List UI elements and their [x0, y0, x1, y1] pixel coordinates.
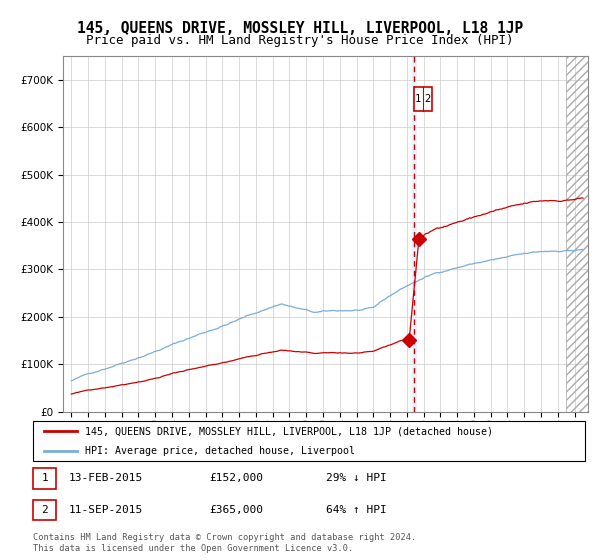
Bar [33, 468, 56, 489]
Text: 145, QUEENS DRIVE, MOSSLEY HILL, LIVERPOOL, L18 1JP: 145, QUEENS DRIVE, MOSSLEY HILL, LIVERPO… [77, 21, 523, 36]
Text: HPI: Average price, detached house, Liverpool: HPI: Average price, detached house, Live… [85, 446, 355, 456]
Text: 1: 1 [41, 473, 48, 483]
Text: 13-FEB-2015: 13-FEB-2015 [69, 473, 143, 483]
Text: 64% ↑ HPI: 64% ↑ HPI [326, 505, 386, 515]
Text: 11-SEP-2015: 11-SEP-2015 [69, 505, 143, 515]
Text: Price paid vs. HM Land Registry's House Price Index (HPI): Price paid vs. HM Land Registry's House … [86, 34, 514, 46]
Text: Contains HM Land Registry data © Crown copyright and database right 2024.
This d: Contains HM Land Registry data © Crown c… [33, 533, 416, 553]
Bar [566, 56, 600, 412]
Text: 145, QUEENS DRIVE, MOSSLEY HILL, LIVERPOOL, L18 1JP (detached house): 145, QUEENS DRIVE, MOSSLEY HILL, LIVERPO… [85, 426, 493, 436]
Text: 1: 1 [415, 94, 421, 104]
Bar [413, 87, 432, 110]
Text: £365,000: £365,000 [209, 505, 263, 515]
Bar [412, 56, 417, 412]
Bar [33, 500, 56, 520]
Text: £152,000: £152,000 [209, 473, 263, 483]
Text: 2: 2 [41, 505, 48, 515]
Text: 2: 2 [424, 94, 431, 104]
Text: 29% ↓ HPI: 29% ↓ HPI [326, 473, 386, 483]
